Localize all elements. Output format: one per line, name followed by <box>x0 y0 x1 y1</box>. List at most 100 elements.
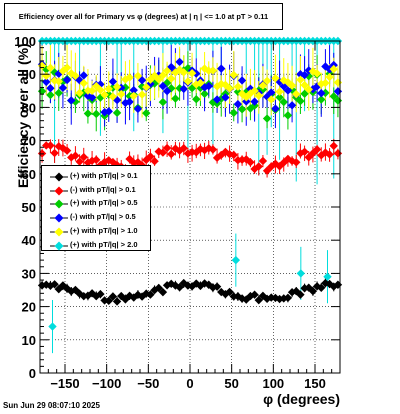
data-point <box>200 83 209 92</box>
legend: (+) with pT/|q| > 0.1 (-) with pT/|q| > 0… <box>41 165 151 251</box>
data-point <box>154 147 163 156</box>
data-point <box>133 71 143 81</box>
data-point <box>179 84 188 94</box>
data-point <box>142 108 151 118</box>
data-point <box>112 108 122 118</box>
data-point <box>125 73 134 82</box>
data-point <box>100 108 109 117</box>
legend-entry: (+) with pT/|q| > 2.0 <box>42 239 150 252</box>
data-point <box>83 91 93 100</box>
data-point <box>87 93 97 102</box>
data-point <box>125 97 134 107</box>
legend-label: (+) with pT/|q| > 2.0 <box>70 239 138 249</box>
data-point <box>242 93 251 102</box>
data-point <box>42 141 51 150</box>
data-point <box>192 80 201 89</box>
data-point <box>296 269 306 278</box>
legend-marker <box>50 172 68 182</box>
data-point <box>242 155 251 164</box>
data-point <box>237 89 247 99</box>
data-point <box>158 81 168 91</box>
data-point <box>150 157 159 166</box>
data-point <box>242 97 251 106</box>
data-point <box>225 150 234 159</box>
timestamp: Sun Jun 29 08:07:10 2025 <box>3 401 100 410</box>
data-point <box>296 290 305 299</box>
data-point <box>92 109 101 119</box>
data-point <box>58 66 68 76</box>
data-point <box>329 141 338 151</box>
data-point <box>146 290 155 299</box>
data-point <box>96 93 105 102</box>
data-point <box>242 87 251 97</box>
legend-entry: (+) with pT/|q| > 0.1 <box>42 170 150 183</box>
legend-marker <box>50 227 68 237</box>
data-point <box>317 89 326 98</box>
data-point <box>129 158 138 168</box>
legend-marker <box>50 186 68 196</box>
data-point <box>333 149 343 158</box>
data-point <box>254 91 263 100</box>
legend-label: (+) with pT/|q| > 1.0 <box>70 225 138 235</box>
x-tick-label: 100 <box>262 376 284 391</box>
data-point <box>225 84 234 93</box>
data-point <box>204 280 213 289</box>
legend-entry: (-) with pT/|q| > 0.5 <box>42 211 150 224</box>
y-tick-label: 40 <box>22 233 36 248</box>
data-point <box>275 93 284 102</box>
legend-label: (-) with pT/|q| > 0.1 <box>70 184 136 194</box>
data-point <box>250 86 259 96</box>
data-point <box>50 148 59 158</box>
data-point <box>304 85 313 94</box>
data-point <box>146 152 155 161</box>
data-point <box>283 111 293 120</box>
data-point <box>158 71 168 80</box>
data-point <box>254 162 263 171</box>
legend-marker <box>50 199 68 209</box>
data-point <box>54 88 63 98</box>
data-point <box>250 290 259 299</box>
data-point <box>204 81 213 91</box>
data-point <box>108 77 118 86</box>
data-point <box>158 97 168 107</box>
data-point <box>154 283 163 293</box>
data-point <box>121 98 130 108</box>
data-point <box>62 75 72 85</box>
data-point <box>112 95 122 105</box>
data-point <box>42 71 51 81</box>
data-point <box>292 158 301 167</box>
data-point <box>62 63 72 72</box>
data-point <box>217 79 226 89</box>
data-point <box>296 70 305 79</box>
data-point <box>167 149 176 159</box>
data-point <box>137 75 147 85</box>
data-point <box>46 84 55 93</box>
data-point <box>192 69 201 78</box>
data-point <box>142 155 151 165</box>
data-point <box>233 99 243 109</box>
data-point <box>58 83 68 93</box>
chart-title: Efficiency over all for Primary vs φ (de… <box>18 12 269 21</box>
data-point <box>167 62 176 72</box>
data-point <box>112 297 122 306</box>
y-axis-title: Efficiency over all (%) <box>15 43 31 188</box>
data-point <box>104 84 113 94</box>
data-point <box>58 77 68 87</box>
data-point <box>58 143 68 153</box>
data-point <box>83 86 93 95</box>
data-point <box>225 287 234 297</box>
data-point <box>329 92 338 101</box>
legend-marker <box>50 241 68 250</box>
title-box: Efficiency over all for Primary vs φ (de… <box>4 3 283 30</box>
y-tick-label: 70 <box>22 134 36 149</box>
data-point <box>175 146 184 155</box>
tick-labels: −150 −100 −50 0 50 100 150 0 10 20 30 40 50 60 70 80 90 1… <box>14 34 326 391</box>
data-point <box>171 94 180 103</box>
data-point <box>50 68 59 77</box>
legend-label: (+) with pT/|q| > 0.5 <box>70 198 138 208</box>
data-point <box>212 282 222 291</box>
y-tick-label: 20 <box>22 300 36 315</box>
data-point <box>271 74 280 83</box>
data-point <box>167 84 176 93</box>
legend-entry: (-) with pT/|q| > 0.1 <box>42 184 150 197</box>
